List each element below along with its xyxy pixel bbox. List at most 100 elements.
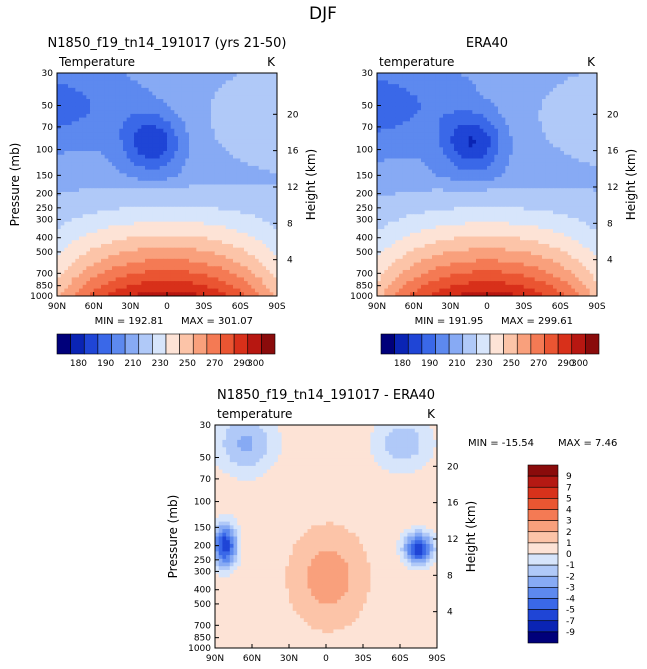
contour-cell (192, 236, 197, 241)
contour-cell (90, 95, 95, 100)
contour-cell (211, 151, 216, 156)
contour-cell (229, 281, 234, 286)
contour-cell (494, 136, 499, 141)
contour-cell (203, 214, 208, 219)
contour-cell (152, 95, 157, 100)
contour-cell (388, 91, 393, 96)
contour-cell (57, 240, 62, 245)
contour-cell (170, 199, 175, 204)
contour-cell (549, 87, 554, 92)
contour-cell (93, 188, 98, 193)
contour-cell (97, 132, 102, 137)
contour-cell (86, 273, 91, 278)
contour-cell (273, 225, 278, 230)
contour-cell (273, 76, 278, 81)
contour-cell (203, 147, 208, 152)
contour-cell (494, 110, 499, 115)
contour-cell (90, 243, 95, 249)
contour-cell (211, 217, 216, 223)
contour-cell (64, 132, 69, 137)
contour-cell (185, 232, 190, 237)
contour-cell (79, 106, 84, 111)
contour-cell (266, 266, 271, 271)
contour-cell (498, 95, 503, 100)
contour-cell (218, 76, 223, 81)
contour-cell (229, 117, 234, 122)
contour-cell (112, 281, 117, 286)
contour-cell (435, 121, 440, 126)
contour-cell (269, 258, 274, 263)
contour-cell (384, 143, 389, 148)
contour-cell (545, 106, 550, 111)
contour-cell (203, 247, 208, 252)
contour-cell (75, 221, 80, 226)
contour-cell (222, 102, 227, 107)
contour-cell (244, 143, 249, 148)
contour-cell (115, 95, 120, 100)
contour-cell (93, 266, 98, 271)
contour-cell (214, 214, 219, 219)
contour-cell (571, 102, 576, 107)
contour-cell (90, 147, 95, 152)
contour-cell (108, 243, 113, 249)
contour-cell (266, 191, 271, 197)
contour-cell (126, 281, 131, 286)
contour-cell (266, 206, 271, 211)
contour-cell (505, 99, 510, 104)
contour-cell (494, 117, 499, 122)
contour-cell (399, 117, 404, 122)
contour-cell (377, 91, 382, 96)
contour-cell (479, 106, 484, 111)
contour-cell (57, 110, 62, 115)
contour-cell (112, 258, 117, 263)
contour-cell (152, 195, 157, 200)
contour-cell (123, 214, 128, 219)
contour-cell (90, 221, 95, 226)
contour-cell (428, 84, 433, 89)
contour-cell (126, 151, 131, 156)
contour-cell (134, 221, 139, 226)
contour-cell (465, 95, 470, 100)
contour-cell (255, 154, 260, 159)
contour-cell (82, 262, 87, 267)
contour-cell (553, 102, 558, 107)
contour-cell (126, 247, 131, 252)
contour-cell (108, 151, 113, 156)
contour-cell (214, 191, 219, 197)
contour-cell (567, 128, 572, 133)
contour-cell (406, 84, 411, 89)
contour-cell (428, 99, 433, 104)
contour-cell (240, 128, 245, 133)
contour-cell (255, 236, 260, 241)
contour-cell (553, 113, 558, 118)
contour-cell (269, 136, 274, 141)
contour-cell (145, 277, 150, 282)
contour-cell (410, 95, 415, 100)
contour-cell (196, 84, 201, 89)
contour-cell (229, 99, 234, 104)
contour-cell (86, 91, 91, 96)
contour-cell (141, 273, 146, 278)
contour-cell (527, 95, 532, 100)
contour-cell (461, 121, 466, 126)
contour-cell (222, 158, 227, 163)
contour-cell (178, 292, 183, 297)
contour-cell (432, 132, 437, 137)
contour-cell (258, 80, 263, 85)
contour-cell (258, 158, 263, 163)
contour-cell (181, 262, 186, 267)
contour-cell (262, 247, 267, 252)
contour-cell (170, 110, 175, 115)
contour-cell (123, 143, 128, 148)
contour-cell (494, 99, 499, 104)
contour-cell (465, 91, 470, 96)
contour-cell (170, 284, 175, 289)
contour-cell (593, 117, 598, 122)
contour-cell (255, 128, 260, 133)
contour-cell (258, 165, 263, 171)
contour-cell (185, 177, 190, 182)
contour-cell (509, 73, 514, 78)
contour-cell (167, 284, 172, 289)
contour-cell (170, 221, 175, 226)
contour-cell (97, 284, 102, 289)
